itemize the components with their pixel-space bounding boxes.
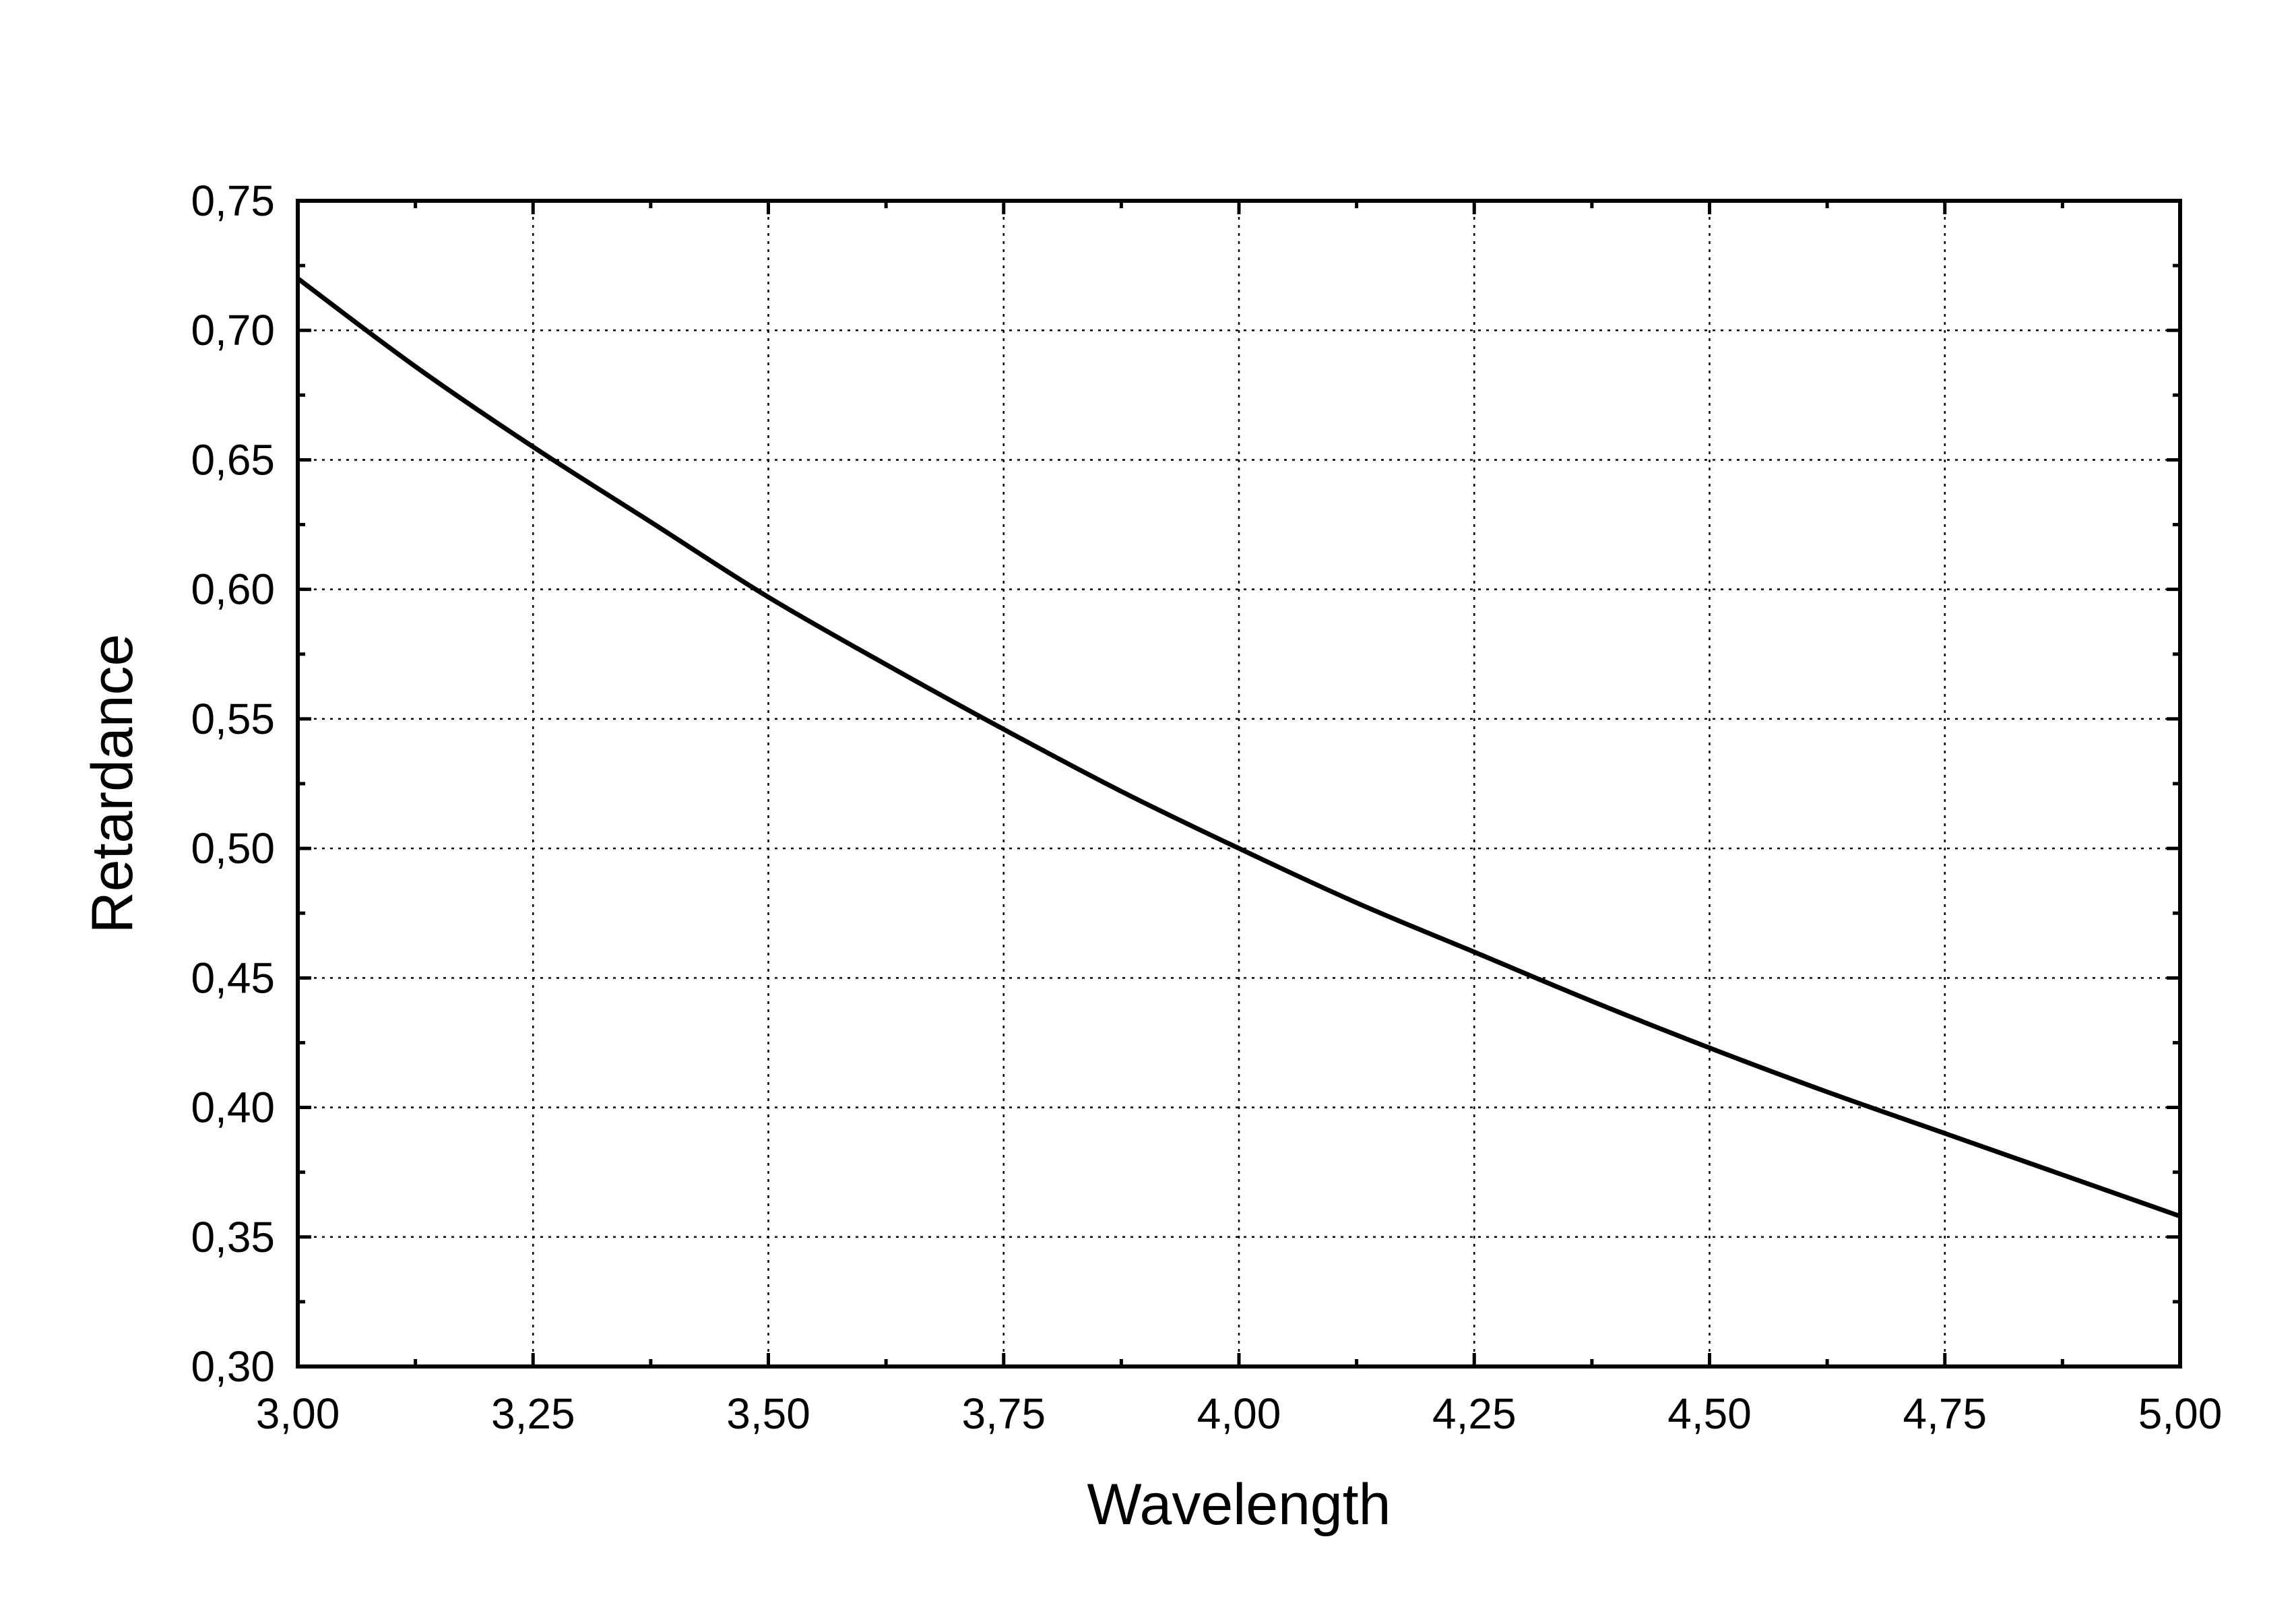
series-layer [296, 276, 2181, 1219]
x-tick-label: 4,50 [1667, 1389, 1752, 1438]
x-tick-label: 4,75 [1903, 1389, 1987, 1438]
y-tick-label: 0,45 [191, 953, 275, 1002]
x-tick-label: 4,25 [1432, 1389, 1517, 1438]
x-tick-label: 4,00 [1197, 1389, 1281, 1438]
x-tick-label: 3,50 [726, 1389, 810, 1438]
x-tick-label: 3,75 [961, 1389, 1046, 1438]
y-tick-label: 0,55 [191, 695, 275, 743]
y-tick-label: 0,65 [191, 435, 275, 484]
y-tick-label: 0,60 [191, 565, 275, 614]
y-tick-label: 0,40 [191, 1083, 275, 1132]
x-axis-tick-labels: 3,00 3,25 3,50 3,75 4,00 4,25 4,50 4,75 5,00 [256, 1389, 2223, 1438]
grid [298, 201, 2180, 1366]
x-tick-label: 3,25 [491, 1389, 575, 1438]
x-tick-label: 5,00 [2138, 1389, 2223, 1438]
x-axis-title: Wavelength [1087, 1472, 1391, 1537]
y-tick-label: 0,75 [191, 177, 275, 225]
y-tick-label: 0,35 [191, 1213, 275, 1261]
y-tick-label: 0,30 [191, 1342, 275, 1391]
y-tick-label: 0,70 [191, 306, 275, 354]
series-line [296, 276, 2181, 1219]
axis-ticks [296, 199, 2182, 1369]
y-tick-label: 0,50 [191, 824, 275, 873]
x-tick-label: 3,00 [256, 1389, 340, 1438]
y-axis-tick-labels: 0,30 0,35 0,40 0,45 0,50 0,55 0,60 0,65 0,70 0,75 [191, 177, 275, 1391]
y-axis-title: Retardance [80, 634, 145, 934]
